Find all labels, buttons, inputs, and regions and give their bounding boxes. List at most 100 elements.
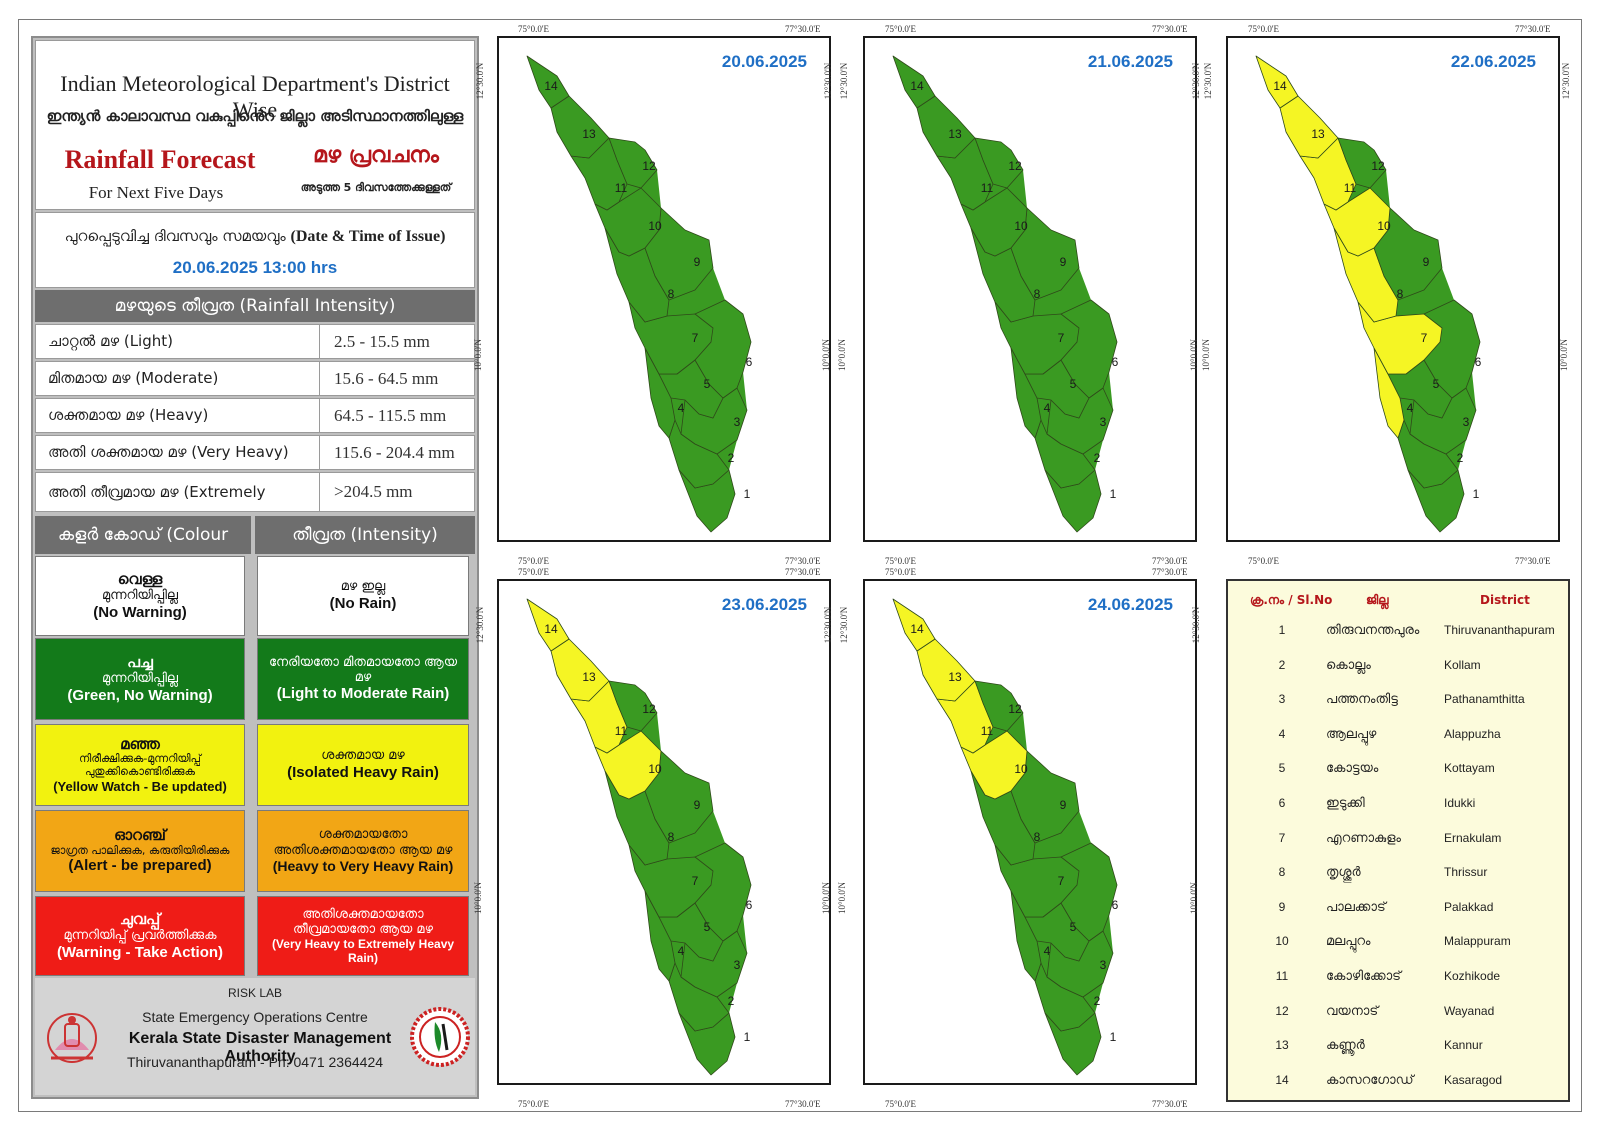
district-number-label: 1 [1110, 1030, 1117, 1044]
district-name-ml: പാലക്കാട് [1326, 899, 1386, 915]
district-region-12 [608, 137, 658, 189]
intensity-row: അതി തീവ്രമായ മഴ (Extremely Heavy) >204.5… [35, 472, 475, 539]
district-number-label: 10 [1014, 762, 1028, 776]
district-number: 5 [1278, 761, 1286, 776]
code-color-name: ചുവപ്പ് [119, 909, 161, 928]
title-line-en: Indian Meteorological Department's Distr… [60, 71, 450, 122]
district-name-ml: കോഴിക്കോട് [1326, 969, 1401, 984]
coord-lat-top: 12°30.0'N [1561, 62, 1572, 100]
issue-box: പുറപ്പെടുവിച്ച ദിവസവും സമയവും (Date & Ti… [35, 212, 475, 288]
address-label: Thiruvananthapuram - Ph: 0471 2364424 [126, 1054, 384, 1070]
forecast-map-day2: 1 2 3 4 5 6 7 8 9 10 11 12 13 14 21.06.2025 [863, 36, 1197, 542]
intensity-range: 115.6 - 204.4 mm [319, 436, 474, 469]
coord-lat-top: 12°30.0'N [1191, 62, 1202, 100]
district-number-label: 4 [1044, 944, 1051, 958]
code-color-name: പച്ച [127, 652, 153, 671]
district-number-label: 5 [704, 377, 711, 391]
district-name-ml: കൊല്ലം [1326, 657, 1371, 673]
district-region-12 [1337, 137, 1387, 189]
district-number-label: 3 [734, 415, 741, 429]
district-number-label: 1 [1473, 487, 1480, 501]
district-number-label: 11 [981, 724, 994, 738]
issue-label: പുറപ്പെടുവിച്ച ദിവസവും സമയവും (Date & Ti… [36, 227, 474, 246]
district-legend: ക്ര.നം / Sl.No ജില്ല District 1 തിരുവനന്ത… [1226, 579, 1570, 1102]
forecast-map-day5: 1 2 3 4 5 6 7 8 9 10 11 12 13 14 24.06.2025 [863, 579, 1197, 1085]
coord-lon-right: 77°30.0'E [785, 24, 821, 34]
legend-row: 3 പത്തനംതിട്ട Pathanamthitta [1228, 692, 1568, 725]
coord-lat-mid: 10°0.0'N [1188, 339, 1199, 371]
district-number-label: 13 [948, 127, 962, 141]
district-name-en: Kannur [1444, 1038, 1483, 1053]
district-number: 8 [1278, 865, 1286, 880]
code-yellow: മഞ്ഞ നിരീക്ഷിക്കുക-മുന്നറിയിപ്പ് പുതുക്ക… [35, 724, 245, 806]
district-name-ml: പത്തനംതിട്ട [1326, 692, 1398, 708]
district-number-label: 2 [728, 994, 735, 1008]
legend-row: 4 ആലപ്പുഴ Alappuzha [1228, 727, 1568, 760]
district-number-label: 7 [1058, 874, 1065, 888]
district-region-14 [892, 598, 936, 652]
district-number-label: 1 [744, 487, 751, 501]
district-region-13 [1279, 95, 1339, 159]
intensity-label: (Isolated Heavy Rain) [287, 763, 439, 781]
district-region-2 [668, 419, 730, 489]
coord-lon-right: 77°30.0'E [1152, 556, 1188, 566]
district-name-en: Thiruvananthapuram [1444, 623, 1555, 637]
forecast-map-day3: 1 2 3 4 5 6 7 8 9 10 11 12 13 14 22.06.2025 [1226, 36, 1560, 542]
district-region-12 [608, 680, 658, 732]
map-date: 23.06.2025 [721, 595, 807, 614]
district-number-label: 2 [1094, 451, 1101, 465]
district-number-label: 11 [615, 181, 628, 195]
district-name-ml: ഇടുക്കി [1326, 796, 1365, 811]
district-number: 2 [1278, 657, 1286, 672]
next-days-label: For Next Five Days [88, 183, 224, 202]
district-region-13 [916, 638, 976, 702]
district-number: 12 [1275, 1003, 1289, 1018]
intensity-row: ചാറ്റൽ മഴ (Light) 2.5 - 15.5 mm [35, 324, 475, 359]
issue-label-en: (Date & Time of Issue) [290, 228, 446, 245]
intensity-label: (Very Heavy to Extremely Heavy Rain) [271, 937, 455, 966]
district-number-label: 14 [544, 622, 558, 636]
coord-lat-mid: 10°0.0'N [836, 882, 847, 914]
district-name-en: Kollam [1444, 657, 1481, 672]
intensity-row: ശക്തമായ മഴ (Heavy) 64.5 - 115.5 mm [35, 398, 475, 433]
district-number: 6 [1278, 796, 1286, 810]
district-number-label: 11 [615, 724, 628, 738]
district-number-label: 14 [544, 79, 558, 93]
district-number: 9 [1278, 899, 1286, 914]
code-description: മുന്നറിയിപ്പില്ല [101, 588, 179, 604]
kerala-emblem-icon [47, 1013, 97, 1063]
district-number-label: 10 [1377, 219, 1391, 233]
coord-lon-left: 75°0.0'E [885, 567, 916, 577]
coord-lon-left: 75°0.0'E [518, 1099, 549, 1109]
district-number-label: 9 [694, 255, 701, 269]
district-number-label: 13 [582, 127, 596, 141]
district-number-label: 8 [1034, 287, 1041, 301]
district-number-label: 13 [1311, 127, 1325, 141]
legend-row: 12 വയനാട് Wayanad [1228, 1004, 1568, 1037]
rainfall-forecast-title: Rainfall Forecast [64, 145, 256, 174]
district-number-label: 7 [692, 331, 699, 345]
district-number-label: 1 [1110, 487, 1117, 501]
district-number-label: 7 [692, 874, 699, 888]
district-number-label: 8 [668, 830, 675, 844]
intensity-range: >204.5 mm [319, 473, 474, 511]
district-number: 10 [1275, 934, 1289, 949]
district-number-label: 2 [1457, 451, 1464, 465]
district-number-label: 4 [678, 944, 685, 958]
forecast-map-day1: 1 2 3 4 5 6 7 8 9 10 11 12 13 14 20.06.2025 [497, 36, 831, 542]
intensity-heavy-very-heavy: ശക്തമായതോ അതിശക്തമായതോ ആയ മഴ (Heavy to V… [257, 810, 469, 892]
code-label: (Green, No Warning) [67, 686, 213, 704]
intensity-name: ശക്തമായ മഴ (Heavy) [48, 406, 209, 424]
intensity-name: അതി ശക്തമായ മഴ (Very Heavy) [48, 443, 289, 461]
district-number-label: 9 [694, 798, 701, 812]
district-number-label: 14 [910, 622, 924, 636]
footer-box: RISK LAB State Emergency Operations Cent… [35, 978, 475, 1095]
intensity-row: മിതമായ മഴ (Moderate) 15.6 - 64.5 mm [35, 361, 475, 396]
code-label: (Warning - Take Action) [56, 943, 224, 961]
district-name-en: Kasaragod [1444, 1072, 1503, 1087]
district-name-en: Pathanamthitta [1444, 692, 1525, 707]
district-name-en: Kozhikode [1444, 969, 1501, 983]
legend-head-no: ക്ര.നം / Sl.No [1250, 593, 1333, 607]
seoc-label: State Emergency Operations Centre [142, 1009, 368, 1025]
